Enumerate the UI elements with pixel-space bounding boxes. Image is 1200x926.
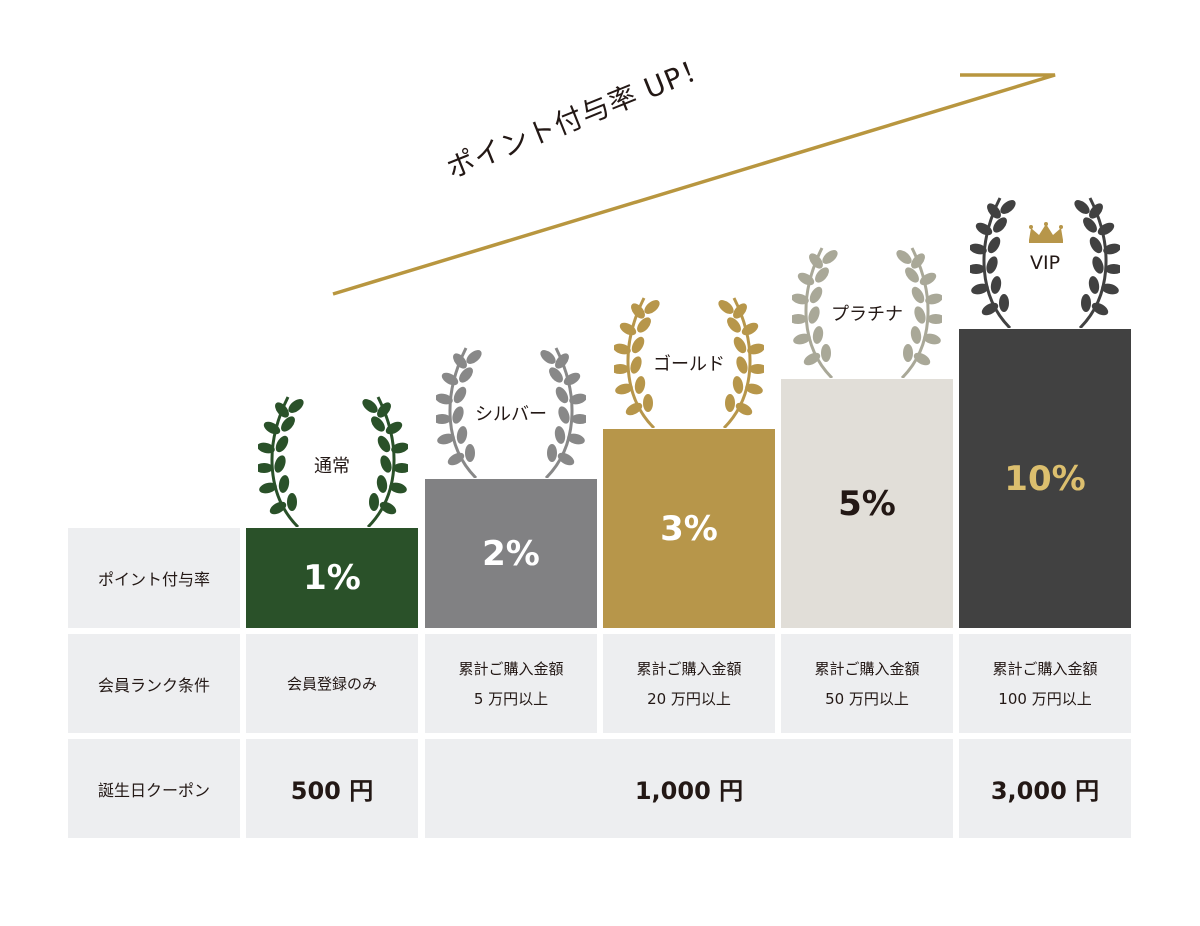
coupon-vip: 3,000 円 — [959, 739, 1131, 838]
condition-amount: 100 万円以上 — [998, 689, 1092, 708]
rate-bar-gold: 3% — [603, 429, 775, 628]
condition-platinum: 累計ご購入金額 50 万円以上 — [781, 634, 953, 733]
rate-value: 10% — [1004, 458, 1086, 499]
condition-amount: 5 万円以上 — [473, 689, 549, 708]
condition-text: 累計ご購入金額 — [458, 659, 564, 678]
rate-bar-normal: 1% — [246, 528, 418, 628]
row-label-coupon: 誕生日クーポン — [68, 739, 240, 838]
condition-gold: 累計ご購入金額 20 万円以上 — [603, 634, 775, 733]
rate-bar-platinum: 5% — [781, 379, 953, 628]
rank-name-silver: シルバー — [475, 404, 547, 425]
rank-name-gold: ゴールド — [653, 354, 725, 375]
rate-bar-silver: 2% — [425, 479, 597, 628]
rate-value: 3% — [660, 508, 718, 549]
coupon-silver-gold-platinum: 1,000 円 — [425, 739, 953, 838]
condition-text: 累計ご購入金額 — [636, 659, 742, 678]
crown-icon — [1029, 222, 1063, 243]
row-label-rate: ポイント付与率 — [68, 528, 240, 628]
rank-name-normal: 通常 — [314, 456, 350, 477]
coupon-normal: 500 円 — [246, 739, 418, 838]
condition-text: 累計ご購入金額 — [992, 659, 1098, 678]
condition-silver: 累計ご購入金額 5 万円以上 — [425, 634, 597, 733]
condition-normal: 会員登録のみ — [246, 634, 418, 733]
rank-name-vip: VIP — [1029, 252, 1061, 274]
condition-amount: 20 万円以上 — [647, 689, 731, 708]
rate-value: 1% — [303, 558, 361, 598]
rate-bar-vip: 10% — [959, 329, 1131, 628]
rank-name-platinum: プラチナ — [831, 304, 903, 325]
condition-vip: 累計ご購入金額 100 万円以上 — [959, 634, 1131, 733]
condition-amount: 50 万円以上 — [825, 689, 909, 708]
row-label-condition: 会員ランク条件 — [68, 634, 240, 733]
rate-value: 5% — [838, 483, 896, 524]
condition-text: 会員登録のみ — [286, 674, 377, 693]
rate-value: 2% — [482, 533, 540, 574]
condition-text: 累計ご購入金額 — [814, 659, 920, 678]
